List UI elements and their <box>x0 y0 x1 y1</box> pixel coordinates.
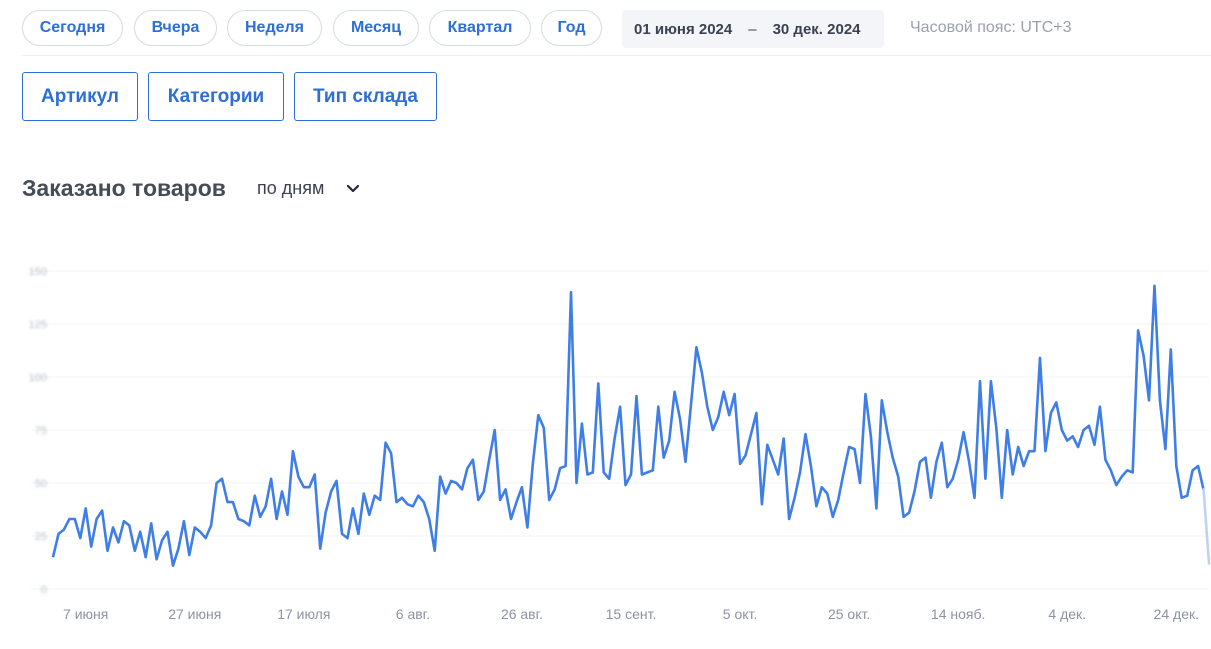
y-tick-label: 25 <box>35 531 47 543</box>
x-tick-label: 15 сент. <box>606 606 657 622</box>
date-range-picker[interactable]: 01 июня 2024 – 30 дек. 2024 <box>622 10 884 48</box>
y-tick-label: 150 <box>29 266 47 278</box>
divider <box>22 55 1211 56</box>
orders-line-chart: 0 25 50 75 100 125 150 7 июня 27 июня 17 июля 6 а… <box>29 266 1211 622</box>
orders-series-partial-segment <box>1202 488 1211 565</box>
x-tick-label: 6 авг. <box>396 606 430 622</box>
y-tick-label: 50 <box>35 478 47 490</box>
date-from: 01 июня 2024 <box>634 20 733 38</box>
period-today-button[interactable]: Сегодня <box>22 10 123 46</box>
filter-article-button[interactable]: Артикул <box>22 72 138 121</box>
grouping-dropdown[interactable]: по дням <box>257 178 360 199</box>
date-to: 30 дек. 2024 <box>772 20 861 38</box>
x-tick-label: 27 июня <box>168 606 221 622</box>
y-axis-ticks: 0 25 50 75 100 125 150 <box>29 266 47 596</box>
period-year-button[interactable]: Год <box>541 10 602 46</box>
chevron-down-icon <box>347 184 360 193</box>
orders-series-line <box>51 284 1205 567</box>
y-tick-label: 100 <box>29 372 47 384</box>
y-tick-label: 0 <box>41 584 47 596</box>
filter-categories-button[interactable]: Категории <box>148 72 284 121</box>
period-month-button[interactable]: Месяц <box>333 10 419 46</box>
x-tick-label: 4 дек. <box>1048 606 1086 622</box>
grouping-value: по дням <box>257 178 325 198</box>
x-tick-label: 5 окт. <box>723 606 758 622</box>
chart-title: Заказано товаров <box>22 175 226 201</box>
period-yesterday-button[interactable]: Вчера <box>134 10 217 46</box>
x-tick-label: 17 июля <box>277 606 330 622</box>
timezone-label: Часовой пояс: UTC+3 <box>910 19 1072 36</box>
x-axis-ticks: 7 июня 27 июня 17 июля 6 авг. 26 авг. 15 сент… <box>63 606 1199 622</box>
x-tick-label: 24 дек. <box>1154 606 1199 622</box>
date-separator: – <box>748 20 757 38</box>
chart-grid <box>31 270 1209 590</box>
y-tick-label: 125 <box>29 319 47 331</box>
x-tick-label: 7 июня <box>63 606 108 622</box>
y-tick-label: 75 <box>35 425 47 437</box>
filter-warehouse-type-button[interactable]: Тип склада <box>294 72 437 121</box>
period-week-button[interactable]: Неделя <box>227 10 322 46</box>
x-tick-label: 26 авг. <box>501 606 543 622</box>
x-tick-label: 25 окт. <box>828 606 870 622</box>
x-tick-label: 14 нояб. <box>931 606 985 622</box>
period-quarter-button[interactable]: Квартал <box>429 10 531 46</box>
chart-lines <box>51 284 1211 567</box>
